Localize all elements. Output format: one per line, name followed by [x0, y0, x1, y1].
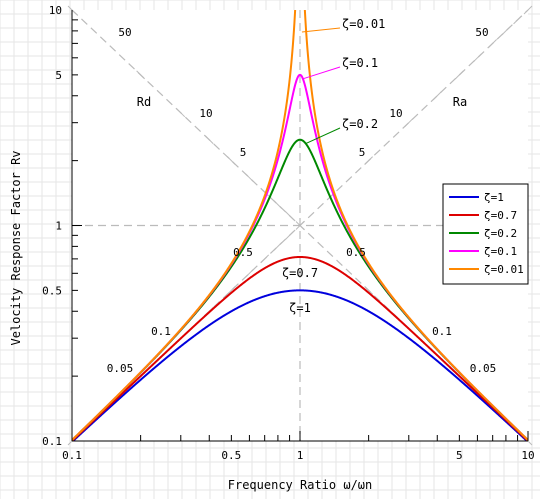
annotation-leader: [301, 27, 341, 33]
y-tick-label: 1: [55, 220, 62, 233]
curve-annotation: ζ=1: [289, 301, 311, 315]
rd-value-label: 10: [199, 107, 212, 120]
ra-tick: [488, 39, 498, 48]
ra-value-label: 50: [475, 26, 488, 39]
annotation-leader: [305, 127, 341, 145]
rd-tick: [285, 211, 294, 220]
annotation-leader: [302, 66, 341, 80]
ra-value-label: 0.5: [346, 246, 366, 259]
rd-tick: [364, 286, 373, 295]
rd-value-label: 0.5: [233, 246, 253, 259]
x-tick-label: 0.5: [221, 449, 241, 462]
ra-tick: [432, 91, 442, 101]
ra-value-label: 5: [359, 146, 366, 159]
ra-tick: [227, 286, 236, 295]
rd-tick: [204, 135, 214, 145]
x-tick-label: 0.1: [62, 449, 82, 462]
curve-annotation: ζ=0.01: [342, 17, 385, 31]
series-line-0: [72, 289, 528, 441]
x-tick-label: 10: [521, 449, 534, 462]
curve-annotation: ζ=0.1: [342, 56, 378, 70]
rd-value-label: 0.1: [151, 325, 171, 338]
ra-tick: [245, 268, 254, 278]
axes: 0.1 0.5 1 5 10 0.1 0.5 1 5 10: [42, 4, 535, 462]
ra-tick: [523, 5, 533, 15]
curve-annotation: ζ=0.2: [342, 117, 378, 131]
ra-value-label: 0.1: [432, 325, 452, 338]
y-tick-label: 0.5: [42, 284, 62, 297]
rd-tick: [245, 173, 254, 183]
rd-tick: [273, 200, 283, 209]
annotations: ζ=0.01 ζ=0.1 ζ=0.2 ζ=0.7 ζ=1 Rd Ra 50 10 5 0.5 0.1 0…: [107, 17, 497, 375]
ra-value-label: 10: [389, 107, 402, 120]
ra-tick: [295, 221, 305, 230]
legend-label: ζ=0.01: [484, 263, 524, 276]
ra-tick: [273, 242, 283, 251]
series-line-1: [72, 255, 528, 441]
rd-value-label: 0.05: [107, 362, 134, 375]
legend-label: ζ=0.1: [484, 245, 517, 258]
rd-tick: [136, 70, 145, 80]
x-tick-label: 1: [297, 449, 304, 462]
rd-tick: [227, 156, 236, 165]
ra-tick: [501, 26, 511, 36]
y-axis-label: Velocity Response Factor Rv: [9, 150, 23, 345]
y-tick-label: 10: [49, 4, 62, 17]
ra-tick: [364, 156, 373, 165]
ra-tick: [404, 118, 414, 128]
ra-value-label: 0.05: [470, 362, 497, 375]
ra-tick: [455, 70, 464, 80]
rd-axis-name: Rd: [137, 95, 151, 109]
legend-label: ζ=1: [484, 191, 504, 204]
ra-tick: [260, 254, 270, 264]
curves: [72, 10, 528, 441]
ra-tick: [285, 231, 294, 240]
y-tick-label: 5: [55, 69, 62, 82]
legend: ζ=1 ζ=0.7 ζ=0.2 ζ=0.1 ζ=0.01: [442, 183, 529, 285]
y-tick-label: 0.1: [42, 435, 62, 448]
series-line-4: [72, 10, 528, 441]
x-axis-label: Frequency Ratio ω/ωn: [228, 478, 373, 492]
ra-tick: [473, 53, 482, 63]
curve-annotation: ζ=0.7: [282, 266, 318, 280]
ra-tick: [513, 15, 522, 25]
x-tick-label: 5: [456, 449, 463, 462]
rd-tick: [176, 108, 186, 118]
ra-axis-name: Ra: [453, 95, 467, 109]
rd-value-label: 50: [118, 26, 131, 39]
legend-label: ζ=0.2: [484, 227, 517, 240]
rd-value-label: 5: [240, 146, 247, 159]
legend-label: ζ=0.7: [484, 209, 517, 222]
